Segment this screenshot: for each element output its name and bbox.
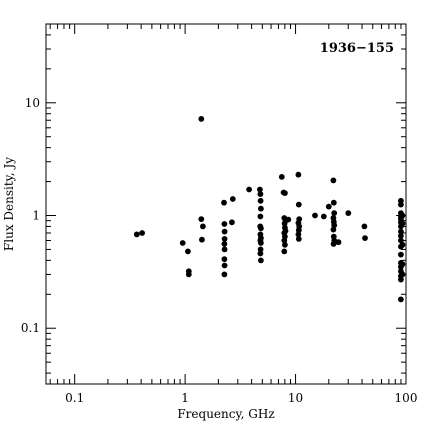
data-point	[281, 248, 288, 255]
data-point	[295, 171, 302, 178]
data-point	[258, 225, 264, 232]
data-point	[330, 226, 337, 233]
data-point	[331, 210, 338, 217]
x-tick-label: 1	[181, 391, 189, 405]
data-point	[198, 116, 205, 122]
data-points	[133, 116, 406, 303]
data-point	[198, 216, 205, 223]
data-point	[258, 240, 264, 246]
axis-ticks	[46, 23, 407, 384]
data-point	[185, 248, 191, 255]
data-point	[229, 219, 235, 226]
data-point	[199, 236, 205, 243]
data-point	[221, 221, 228, 227]
data-point	[221, 241, 228, 247]
data-point	[399, 241, 406, 248]
data-point	[246, 186, 253, 193]
data-point	[399, 261, 406, 268]
data-point	[221, 199, 227, 206]
data-point	[398, 201, 404, 208]
x-tick-label: 0.1	[65, 391, 84, 405]
y-axis-label: Flux Density, Jy	[2, 157, 16, 251]
chart-title: 1936−155	[320, 41, 394, 56]
data-point	[258, 205, 264, 212]
x-axis-label: Frequency, GHz	[177, 407, 274, 421]
data-point	[398, 251, 404, 258]
data-point	[398, 296, 404, 303]
axis-tick-labels: 0.1 1 10 100 0.1 1 10	[21, 96, 418, 405]
data-point	[362, 235, 368, 242]
data-point	[257, 197, 264, 204]
data-point	[221, 256, 228, 263]
data-point	[330, 241, 337, 247]
data-point	[221, 271, 228, 278]
data-point	[295, 231, 302, 238]
data-point	[221, 246, 228, 253]
x-tick-label: 10	[288, 391, 303, 405]
data-point	[361, 223, 368, 230]
data-point	[398, 276, 404, 283]
data-point	[281, 220, 288, 227]
data-point	[185, 271, 192, 278]
data-point	[257, 213, 264, 220]
data-point	[399, 220, 406, 227]
data-point	[221, 262, 228, 269]
data-point	[139, 230, 146, 236]
data-point	[312, 212, 318, 219]
data-point	[330, 177, 337, 184]
data-point	[325, 203, 332, 210]
y-tick-label: 10	[25, 96, 40, 110]
data-point	[295, 201, 302, 208]
data-point	[257, 191, 264, 198]
plot-frame	[45, 23, 407, 385]
data-point	[398, 232, 404, 239]
data-point	[285, 216, 292, 223]
data-point	[398, 228, 404, 235]
y-tick-label: 1	[32, 209, 40, 223]
data-point	[295, 236, 302, 242]
data-point	[331, 222, 338, 229]
data-point	[282, 241, 288, 248]
data-point	[258, 257, 264, 264]
data-point	[229, 196, 236, 202]
data-point	[257, 186, 263, 193]
data-point	[399, 271, 406, 278]
data-point	[257, 246, 264, 253]
x-tick-label: 100	[395, 391, 418, 405]
data-point	[257, 250, 264, 257]
data-point	[221, 228, 228, 235]
y-tick-label: 0.1	[21, 321, 40, 335]
data-point	[200, 223, 206, 230]
data-point	[399, 212, 406, 219]
data-point	[278, 174, 285, 180]
data-point	[179, 240, 186, 246]
data-point	[330, 199, 337, 206]
data-point	[345, 210, 352, 217]
data-point	[221, 236, 228, 242]
data-point	[281, 237, 288, 244]
data-point	[133, 231, 140, 238]
data-point	[320, 213, 327, 220]
data-point	[282, 190, 288, 197]
data-point	[295, 227, 302, 234]
data-point	[335, 239, 342, 246]
